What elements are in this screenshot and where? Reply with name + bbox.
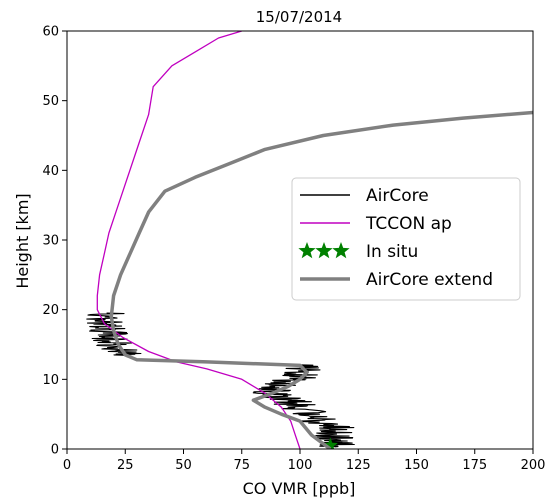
x-tick-label: 25 <box>117 458 134 473</box>
tccon-ap-line <box>96 31 301 449</box>
in-situ-legend-marker <box>298 242 316 259</box>
x-tick-label: 200 <box>521 458 546 473</box>
x-tick-label: 50 <box>175 458 192 473</box>
in-situ-legend-marker <box>315 242 333 259</box>
x-tick-label: 0 <box>63 458 71 473</box>
legend-box <box>291 177 521 301</box>
series-group <box>86 31 533 449</box>
legend-label: TCCON ap <box>365 214 452 234</box>
y-tick-label: 10 <box>42 373 59 388</box>
chart-title: 15/07/2014 <box>256 8 342 26</box>
y-tick-label: 20 <box>42 303 59 318</box>
x-axis: 0 25 50 75 100 125 150 175 200 <box>63 449 546 473</box>
aircore-extend-line <box>109 110 533 449</box>
y-tick-label: 60 <box>42 25 59 40</box>
legend-label: AirCore <box>366 186 429 206</box>
x-tick-label: 150 <box>404 458 429 473</box>
y-tick-label: 30 <box>42 234 59 249</box>
in-situ-legend-marker <box>332 242 350 259</box>
x-tick-label: 75 <box>233 458 250 473</box>
y-tick-label: 0 <box>51 443 59 458</box>
y-tick-label: 50 <box>42 94 59 109</box>
y-axis-label: Height [km] <box>13 193 32 288</box>
in-situ-marker <box>322 437 338 449</box>
y-tick-label: 40 <box>42 164 59 179</box>
x-axis-label: CO VMR [ppb] <box>243 479 356 498</box>
x-tick-label: 125 <box>346 458 371 473</box>
aircore-line <box>86 312 355 448</box>
legend-label: AirCore extend <box>366 270 493 290</box>
x-tick-label: 100 <box>288 458 313 473</box>
legend-label: In situ <box>366 242 418 262</box>
legend: AirCore TCCON ap In situ AirCore extend <box>291 177 521 301</box>
y-axis: 0 10 20 30 40 50 60 <box>42 25 67 458</box>
x-tick-label: 175 <box>462 458 487 473</box>
